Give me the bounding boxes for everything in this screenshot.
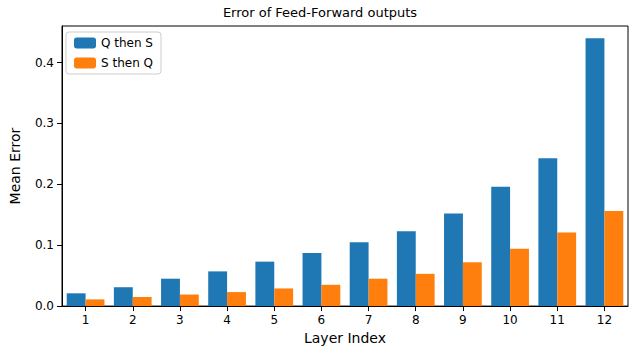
- svg-text:8: 8: [412, 313, 420, 327]
- svg-text:Mean Error: Mean Error: [7, 127, 23, 204]
- svg-text:0.0: 0.0: [35, 299, 54, 313]
- svg-text:0.2: 0.2: [35, 177, 54, 191]
- svg-text:11: 11: [550, 313, 565, 327]
- svg-text:2: 2: [129, 313, 137, 327]
- svg-text:9: 9: [459, 313, 467, 327]
- svg-text:12: 12: [597, 313, 612, 327]
- svg-text:Error of Feed-Forward outputs: Error of Feed-Forward outputs: [223, 5, 417, 20]
- svg-text:4: 4: [223, 313, 231, 327]
- svg-text:0.3: 0.3: [35, 116, 54, 130]
- svg-text:6: 6: [318, 313, 326, 327]
- svg-text:0.1: 0.1: [35, 238, 54, 252]
- svg-text:Layer Index: Layer Index: [304, 330, 386, 346]
- svg-text:1: 1: [82, 313, 90, 327]
- svg-text:10: 10: [502, 313, 517, 327]
- svg-text:0.4: 0.4: [35, 56, 54, 70]
- svg-text:7: 7: [365, 313, 373, 327]
- svg-text:Q then S: Q then S: [101, 36, 153, 50]
- svg-text:3: 3: [176, 313, 184, 327]
- svg-text:5: 5: [270, 313, 278, 327]
- svg-text:S then Q: S then Q: [101, 56, 153, 70]
